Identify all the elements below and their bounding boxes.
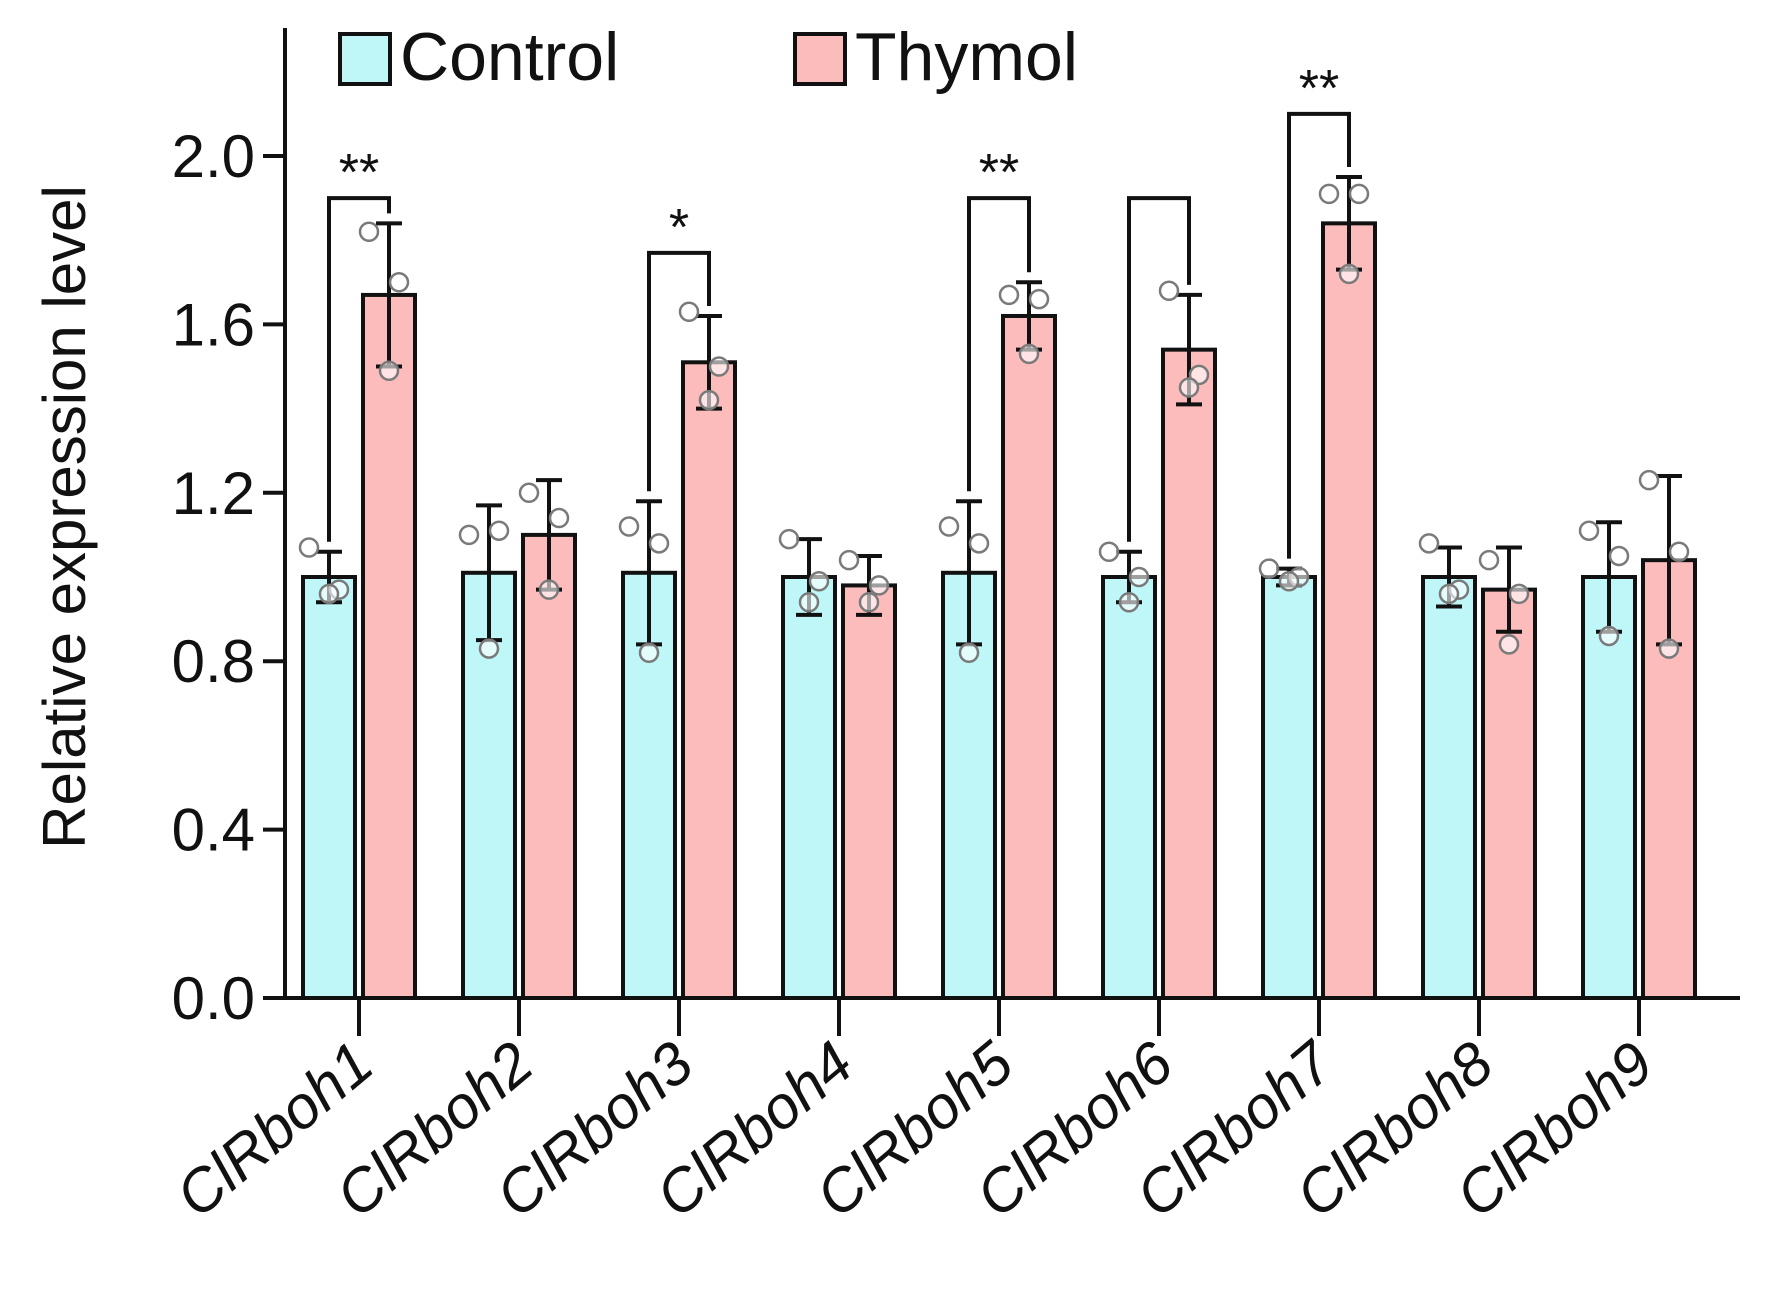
data-point	[638, 642, 660, 664]
data-point	[1258, 558, 1280, 579]
data-point	[1598, 625, 1620, 647]
data-point	[1438, 583, 1460, 605]
data-point	[808, 570, 830, 592]
data-point	[968, 533, 990, 554]
data-point	[318, 583, 340, 605]
bar-control-clrboh8	[1421, 575, 1477, 1000]
significance-label: **	[979, 144, 1019, 202]
data-point	[868, 575, 890, 596]
data-point	[708, 356, 730, 377]
significance-bracket	[327, 196, 391, 542]
plot-area: 0.00.40.81.21.62.0ClRboh1ClRboh2ClRboh3C…	[163, 28, 1740, 1230]
significance-label: *	[669, 199, 689, 257]
data-point	[958, 642, 980, 664]
y-tick-label: 0.8	[172, 628, 255, 695]
data-point	[778, 528, 800, 550]
significance-label: **	[1299, 60, 1339, 118]
data-point	[1098, 541, 1120, 562]
y-tick-label: 1.6	[172, 291, 255, 358]
y-axis-title: Relative expression level	[31, 185, 98, 849]
bar-control-clrboh7	[1261, 575, 1317, 1000]
data-point	[388, 272, 410, 293]
bar-thymol-clrboh7	[1321, 221, 1377, 1001]
bar-control-clrboh3	[621, 570, 677, 1000]
data-point	[358, 221, 380, 243]
y-tick-label: 1.2	[172, 460, 255, 527]
data-point	[678, 301, 700, 323]
significance-bracket	[1127, 196, 1191, 542]
legend-swatch-control	[338, 32, 392, 86]
data-point	[938, 516, 960, 537]
data-point	[1338, 263, 1360, 285]
data-point	[1278, 570, 1300, 592]
y-tick-label: 0.4	[172, 797, 255, 864]
data-point	[488, 520, 510, 541]
data-point	[1508, 583, 1530, 605]
legend: Control Thymol	[338, 19, 1078, 95]
legend-label-thymol: Thymol	[855, 19, 1078, 95]
data-point	[998, 284, 1020, 306]
data-point	[1668, 541, 1690, 562]
data-point	[698, 389, 720, 411]
data-point	[1128, 566, 1150, 588]
data-point	[518, 482, 540, 504]
y-tick-label: 2.0	[172, 123, 255, 190]
bar-thymol-clrboh2	[521, 532, 577, 1001]
bar-control-clrboh4	[781, 575, 837, 1000]
significance-label: **	[339, 144, 379, 202]
data-point	[838, 549, 860, 571]
data-point	[298, 537, 320, 558]
bar-control-clrboh9	[1581, 575, 1637, 1000]
data-point	[1578, 520, 1600, 541]
data-point	[548, 507, 570, 529]
data-point	[1178, 377, 1200, 398]
data-point	[1348, 183, 1370, 205]
bar-thymol-clrboh8	[1481, 587, 1537, 1000]
bar-thymol-clrboh1	[361, 292, 417, 1000]
bar-thymol-clrboh3	[681, 360, 737, 1001]
bar-thymol-clrboh9	[1641, 558, 1697, 1000]
bar-control-clrboh2	[461, 570, 517, 1000]
data-point	[478, 638, 500, 659]
significance-bracket	[647, 250, 711, 492]
data-point	[1018, 343, 1040, 365]
legend-label-control: Control	[400, 19, 619, 95]
data-point	[1608, 545, 1630, 567]
data-point	[618, 516, 640, 537]
significance-bracket	[1287, 111, 1351, 559]
bar-thymol-clrboh5	[1001, 313, 1057, 1001]
data-point	[378, 360, 400, 381]
data-point	[798, 592, 820, 613]
data-point	[1158, 280, 1180, 301]
bar-thymol-clrboh4	[841, 583, 897, 1000]
y-tick-label: 0.0	[172, 965, 255, 1032]
bar-control-clrboh6	[1101, 575, 1157, 1000]
data-point	[1028, 288, 1050, 310]
data-point	[648, 533, 670, 554]
data-point	[1118, 592, 1140, 613]
data-point	[1638, 469, 1660, 491]
data-point	[858, 592, 880, 613]
bar-control-clrboh1	[301, 575, 357, 1000]
data-point	[1658, 638, 1680, 659]
data-point	[1418, 533, 1440, 554]
data-point	[1318, 183, 1340, 205]
significance-bracket	[967, 196, 1031, 492]
legend-swatch-thymol	[793, 32, 847, 86]
data-point	[1478, 549, 1500, 571]
bar-thymol-clrboh6	[1161, 347, 1217, 1001]
data-point	[1498, 634, 1520, 655]
data-point	[458, 524, 480, 546]
data-point	[538, 579, 560, 600]
